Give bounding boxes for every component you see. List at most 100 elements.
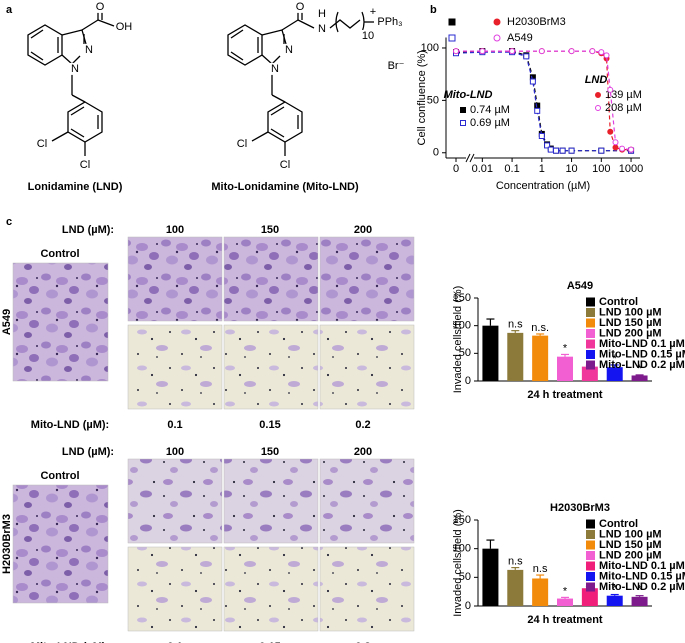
ic50-label: 139 µM [605, 89, 642, 101]
micrograph [319, 458, 415, 544]
bar [532, 335, 549, 381]
x-axis-label: 24 h treatment [527, 614, 603, 626]
legend-swatch [586, 530, 595, 539]
significance-label: n.s. [531, 322, 549, 334]
data-point [529, 78, 536, 85]
bar [606, 595, 623, 606]
data-point [534, 102, 541, 109]
data-point [553, 147, 560, 154]
atom-backing [235, 137, 249, 150]
atom-backing [78, 158, 92, 171]
data-point [603, 52, 610, 59]
micrograph [223, 458, 319, 544]
y-axis-label: Invaded cells/field (%) [452, 286, 464, 394]
data-point [547, 146, 554, 153]
legend-swatch [586, 308, 595, 317]
micrograph [12, 484, 109, 604]
atom-label: OH [116, 21, 133, 33]
atom-label: N [85, 44, 93, 56]
x-axis-label: 24 h treatment [527, 389, 603, 401]
legend-marker [448, 18, 456, 26]
x-tick-label: 1000 [619, 163, 643, 175]
micrograph [223, 236, 319, 322]
atom-label: N [71, 63, 79, 75]
legend-swatch [586, 551, 595, 560]
ic50-marker [595, 105, 601, 111]
column-label: 150 [261, 446, 279, 458]
ic50-marker [595, 92, 601, 98]
micrograph [319, 236, 415, 322]
atom-backing [278, 158, 292, 171]
atom-label: H [318, 8, 326, 20]
micrograph [127, 458, 223, 544]
bar [532, 578, 549, 606]
data-point [612, 144, 619, 151]
legend-label: Control [599, 518, 638, 530]
control-label: Control [40, 248, 79, 260]
panel-label: c [6, 216, 12, 228]
legend-swatch [586, 329, 595, 338]
ic50-marker [460, 107, 466, 113]
data-point [538, 132, 545, 139]
column-label: 0.2 [355, 419, 370, 431]
y-tick-label: 100 [453, 320, 471, 332]
y-tick-label: 50 [427, 94, 439, 106]
significance-label: * [563, 585, 568, 597]
micrograph [223, 324, 319, 410]
legend-label: Mito-LND 0.1 µM [599, 560, 685, 572]
column-label: 200 [354, 446, 372, 458]
compound-name: Lonidamine (LND) [28, 181, 123, 193]
legend-swatch [586, 339, 595, 349]
cell-line-label: H2030BrM3 [1, 514, 13, 574]
column-label: 100 [166, 446, 184, 458]
chart-title: H2030BrM3 [550, 502, 610, 514]
data-point [612, 139, 619, 146]
column-label: 200 [354, 224, 372, 236]
significance-label: * [637, 363, 642, 375]
bar [557, 598, 573, 606]
atom-backing [317, 7, 328, 20]
data-point [628, 146, 635, 153]
data-point [534, 107, 541, 114]
atom-backing [294, 0, 306, 13]
legend-label: Mito-LND 0.15 µM [599, 570, 685, 582]
data-point [559, 147, 566, 154]
data-point [509, 48, 516, 55]
data-point [544, 142, 551, 149]
legend-label: LND 100 µM [599, 306, 662, 318]
column-label: 100 [166, 224, 184, 236]
legend-label: Mito-LND 0.2 µM [599, 359, 685, 371]
legend-label: LND 200 µM [599, 327, 662, 339]
data-point [479, 48, 486, 55]
column-label: 0.15 [259, 419, 280, 431]
legend-label: LND 200 µM [599, 549, 662, 561]
data-point [607, 86, 614, 93]
x-tick-label: 100 [592, 163, 610, 175]
y-tick-label: 0 [465, 375, 471, 387]
y-tick-label: 100 [421, 42, 439, 54]
atom-label: Cl [280, 159, 290, 171]
atom-backing [317, 22, 328, 35]
legend-label: H2030BrM3 [507, 16, 566, 28]
atom-label: 10 [362, 30, 374, 42]
atom-backing [70, 62, 81, 75]
legend-swatch [586, 350, 595, 359]
bar [482, 325, 499, 381]
atom-label: + [370, 6, 376, 18]
micrograph [223, 546, 319, 632]
column-label: 150 [261, 224, 279, 236]
data-point [568, 147, 575, 154]
bar [581, 588, 598, 606]
legend-marker [493, 34, 501, 42]
x-axis-label: Concentration (µM) [496, 180, 590, 192]
column-label: 0.15 [259, 641, 280, 643]
row-label: Mito-LND (µM): [31, 641, 109, 643]
atom-label: PPh₃ [377, 16, 402, 28]
ic50-marker [460, 120, 466, 126]
column-label: 0.1 [167, 641, 182, 643]
legend-marker [493, 18, 501, 26]
y-tick-label: 50 [459, 571, 471, 583]
atom-label: N [285, 44, 293, 56]
data-point [453, 48, 459, 55]
bar [507, 569, 524, 606]
